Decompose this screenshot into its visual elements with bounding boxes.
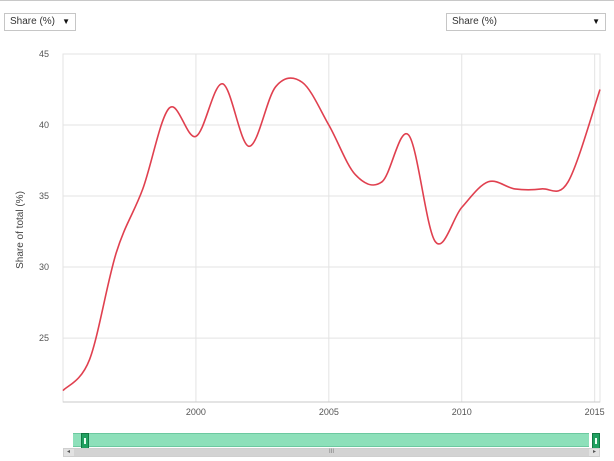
grip-icon: III	[328, 449, 335, 455]
series-line	[62, 77, 601, 392]
x-tick-label: 2010	[452, 407, 472, 417]
tick-labels: 25 30 35 40 45 2000 2005 2010 2015	[39, 49, 605, 417]
range-navigator[interactable]: ◂ III ▸	[63, 433, 600, 457]
y-tick-label: 25	[39, 333, 49, 343]
navigator-range-bar[interactable]	[73, 433, 600, 449]
y-tick-label: 30	[39, 262, 49, 272]
arrow-left-icon[interactable]: ◂	[66, 449, 70, 455]
top-border	[0, 0, 614, 1]
arrow-right-icon[interactable]: ▸	[592, 449, 596, 455]
y-tick-label: 35	[39, 191, 49, 201]
right-axis-select[interactable]: Share (%) ▼	[446, 13, 606, 31]
triangle-down-icon: ▼	[62, 17, 70, 26]
navigator-scrollbar[interactable]: ◂ III ▸	[63, 448, 600, 457]
y-tick-label: 45	[39, 49, 49, 59]
plot-frame	[62, 53, 601, 403]
navigator-left-handle[interactable]	[81, 433, 89, 449]
y-tick-label: 40	[39, 120, 49, 130]
scrollbar-thumb[interactable]: III	[74, 449, 589, 456]
x-tick-label: 2015	[585, 407, 605, 417]
right-axis-select-label: Share (%)	[452, 16, 498, 27]
navigator-right-handle[interactable]	[592, 433, 600, 449]
series-group	[62, 77, 601, 392]
left-axis-select-label: Share (%)	[10, 16, 56, 27]
left-axis-select[interactable]: Share (%) ▼	[4, 13, 76, 31]
triangle-down-icon: ▼	[592, 17, 600, 26]
x-tick-label: 2005	[319, 407, 339, 417]
grid	[62, 53, 601, 403]
x-tick-label: 2000	[186, 407, 206, 417]
y-axis-label: Share of total (%)	[15, 191, 26, 269]
